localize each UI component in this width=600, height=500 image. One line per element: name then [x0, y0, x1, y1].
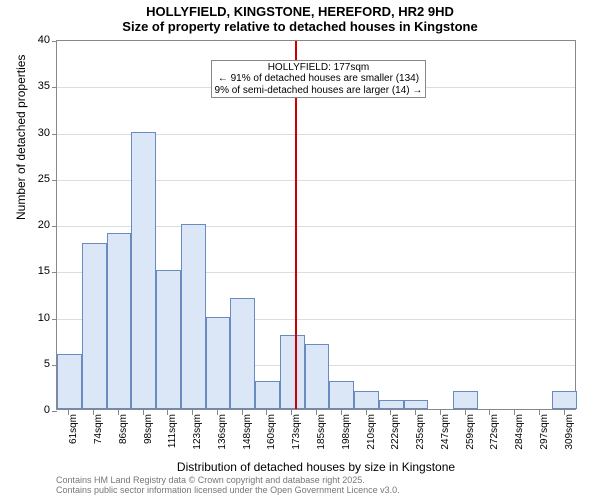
ytick-label: 40	[20, 34, 50, 46]
title-main: HOLLYFIELD, KINGSTONE, HEREFORD, HR2 9HD	[0, 4, 600, 19]
xtick-label: 123sqm	[192, 414, 203, 454]
histogram-bar	[379, 400, 404, 409]
histogram-chart: HOLLYFIELD: 177sqm← 91% of detached hous…	[56, 40, 576, 410]
ytick-label: 35	[20, 80, 50, 92]
footer-attribution: Contains HM Land Registry data © Crown c…	[56, 476, 400, 496]
histogram-bar	[230, 298, 255, 409]
xtick-label: 309sqm	[564, 414, 575, 454]
histogram-bar	[453, 391, 478, 410]
ytick-mark	[52, 272, 57, 273]
footer-line-2: Contains public sector information licen…	[56, 486, 400, 496]
histogram-bar	[255, 381, 280, 409]
histogram-bar	[552, 391, 577, 410]
xtick-label: 210sqm	[366, 414, 377, 454]
histogram-bar	[57, 354, 82, 410]
xtick-label: 272sqm	[489, 414, 500, 454]
title-sub: Size of property relative to detached ho…	[0, 19, 600, 34]
xtick-label: 198sqm	[341, 414, 352, 454]
ytick-mark	[52, 134, 57, 135]
histogram-bar	[329, 381, 354, 409]
xtick-label: 247sqm	[440, 414, 451, 454]
histogram-bar	[82, 243, 107, 410]
plot-area: HOLLYFIELD: 177sqm← 91% of detached hous…	[56, 40, 576, 410]
ytick-mark	[52, 87, 57, 88]
xtick-label: 173sqm	[291, 414, 302, 454]
ytick-mark	[52, 41, 57, 42]
ytick-mark	[52, 411, 57, 412]
xtick-label: 98sqm	[143, 414, 154, 454]
xtick-label: 86sqm	[118, 414, 129, 454]
ytick-label: 20	[20, 219, 50, 231]
histogram-bar	[280, 335, 305, 409]
chart-titles: HOLLYFIELD, KINGSTONE, HEREFORD, HR2 9HD…	[0, 0, 600, 34]
ytick-mark	[52, 226, 57, 227]
xtick-label: 148sqm	[242, 414, 253, 454]
ytick-label: 30	[20, 127, 50, 139]
xtick-label: 136sqm	[217, 414, 228, 454]
ytick-label: 10	[20, 312, 50, 324]
histogram-bar	[156, 270, 181, 409]
xtick-label: 284sqm	[514, 414, 525, 454]
annotation-line: 9% of semi-detached houses are larger (1…	[215, 85, 423, 97]
xtick-label: 259sqm	[465, 414, 476, 454]
ytick-label: 5	[20, 358, 50, 370]
xtick-label: 297sqm	[539, 414, 550, 454]
annotation-box: HOLLYFIELD: 177sqm← 91% of detached hous…	[211, 60, 427, 99]
x-axis-label: Distribution of detached houses by size …	[56, 460, 576, 474]
xtick-label: 74sqm	[93, 414, 104, 454]
histogram-bar	[181, 224, 206, 409]
xtick-label: 222sqm	[390, 414, 401, 454]
annotation-line: ← 91% of detached houses are smaller (13…	[215, 73, 423, 85]
xtick-label: 185sqm	[316, 414, 327, 454]
ytick-label: 25	[20, 173, 50, 185]
xtick-label: 111sqm	[167, 414, 178, 454]
histogram-bar	[354, 391, 379, 410]
ytick-label: 15	[20, 265, 50, 277]
xtick-label: 61sqm	[68, 414, 79, 454]
ytick-mark	[52, 180, 57, 181]
ytick-mark	[52, 319, 57, 320]
histogram-bar	[131, 132, 156, 410]
histogram-bar	[206, 317, 231, 410]
xtick-label: 160sqm	[266, 414, 277, 454]
annotation-line: HOLLYFIELD: 177sqm	[215, 62, 423, 74]
histogram-bar	[305, 344, 330, 409]
histogram-bar	[404, 400, 429, 409]
xtick-label: 235sqm	[415, 414, 426, 454]
ytick-label: 0	[20, 404, 50, 416]
histogram-bar	[107, 233, 132, 409]
